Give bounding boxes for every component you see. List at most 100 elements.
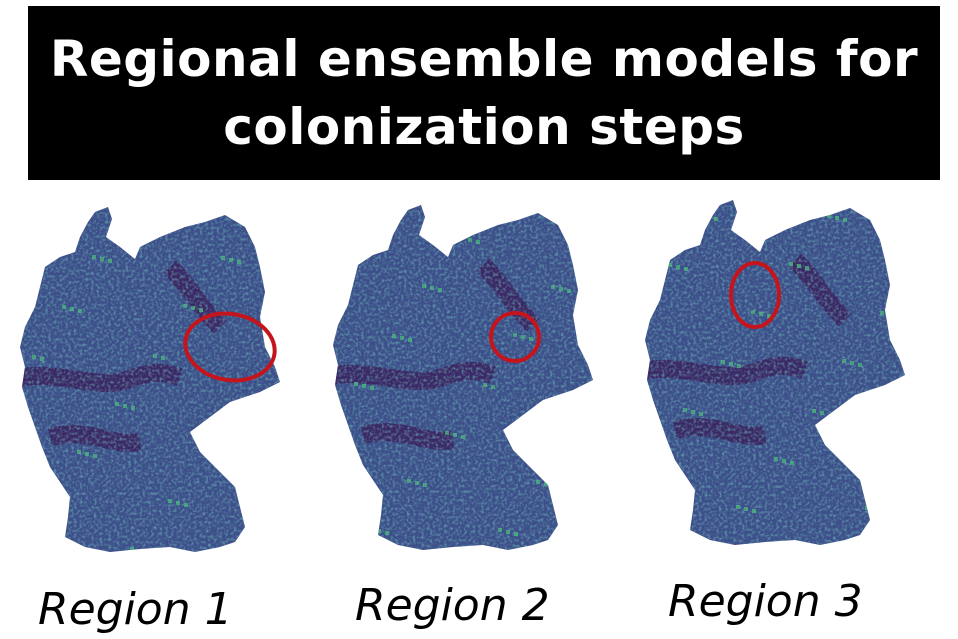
high-suitability-pixel: [55, 502, 59, 506]
high-suitability-pixel: [514, 532, 518, 536]
high-suitability-pixel: [199, 308, 203, 312]
high-suitability-pixel: [339, 237, 343, 241]
high-suitability-pixel: [858, 363, 862, 367]
high-suitability-pixel: [582, 434, 586, 438]
high-suitability-pixel: [895, 456, 899, 460]
high-suitability-pixel: [706, 215, 710, 219]
high-suitability-pixel: [506, 530, 510, 534]
high-suitability-pixel: [574, 432, 578, 436]
high-suitability-pixel: [559, 287, 563, 291]
high-suitability-pixel: [93, 454, 97, 458]
high-suitability-pixel: [355, 241, 359, 245]
high-suitability-pixel: [461, 435, 465, 439]
high-suitability-pixel: [896, 315, 900, 319]
high-suitability-pixel: [430, 286, 434, 290]
high-suitability-pixel: [684, 267, 688, 271]
high-suitability-pixel: [842, 359, 846, 363]
high-suitability-pixel: [445, 431, 449, 435]
high-suitability-pixel: [653, 458, 657, 462]
high-suitability-pixel: [676, 265, 680, 269]
high-suitability-pixel: [797, 264, 801, 268]
high-suitability-pixel: [370, 386, 374, 390]
high-suitability-pixel: [544, 482, 548, 486]
high-suitability-pixel: [567, 289, 571, 293]
high-suitability-pixel: [422, 284, 426, 288]
high-suitability-pixel: [237, 260, 241, 264]
high-suitability-pixel: [767, 314, 771, 318]
high-suitability-pixel: [691, 410, 695, 414]
high-suitability-pixel: [362, 384, 366, 388]
high-suitability-pixel: [835, 216, 839, 220]
high-suitability-pixel: [415, 481, 419, 485]
high-suitability-pixel: [70, 307, 74, 311]
high-suitability-pixel: [744, 507, 748, 511]
high-suitability-pixel: [32, 355, 36, 359]
high-suitability-pixel: [498, 528, 502, 532]
high-suitability-pixel: [521, 335, 525, 339]
high-suitability-pixel: [259, 548, 263, 552]
high-suitability-pixel: [873, 508, 877, 512]
high-suitability-pixel: [392, 334, 396, 338]
high-suitability-pixel: [85, 452, 89, 456]
high-suitability-pixel: [130, 547, 134, 551]
high-suitability-pixel: [354, 382, 358, 386]
high-suitability-pixel: [880, 311, 884, 315]
high-suitability-pixel: [721, 360, 725, 364]
high-suitability-pixel: [138, 549, 142, 552]
high-suitability-pixel: [236, 401, 240, 405]
high-suitability-pixel: [40, 357, 44, 361]
germany-map-region-1: [20, 207, 280, 552]
high-suitability-pixel: [737, 364, 741, 368]
high-suitability-pixel: [146, 551, 150, 552]
suitability-texture: [645, 200, 905, 545]
high-suitability-pixel: [377, 529, 381, 533]
highlight-ellipse-region-1: [183, 311, 277, 383]
high-suitability-pixel: [161, 356, 165, 360]
high-suitability-pixel: [183, 304, 187, 308]
high-suitability-pixel: [782, 459, 786, 463]
high-suitability-pixel: [790, 461, 794, 465]
high-suitability-pixel: [252, 405, 256, 409]
high-suitability-pixel: [453, 433, 457, 437]
high-suitability-pixel: [78, 309, 82, 313]
high-suitability-pixel: [843, 218, 847, 222]
high-suitability-pixel: [438, 288, 442, 292]
high-suitability-pixel: [123, 404, 127, 408]
high-suitability-pixel: [92, 255, 96, 259]
high-suitability-pixel: [176, 501, 180, 505]
high-suitability-pixel: [566, 430, 570, 434]
high-suitability-pixel: [698, 213, 702, 217]
region-3-label: Region 3: [668, 576, 863, 627]
high-suitability-pixel: [460, 236, 464, 240]
high-suitability-pixel: [483, 383, 487, 387]
high-suitability-pixel: [468, 238, 472, 242]
high-suitability-pixel: [536, 480, 540, 484]
high-suitability-pixel: [752, 509, 756, 513]
high-suitability-pixel: [369, 527, 373, 531]
high-suitability-pixel: [805, 266, 809, 270]
highlight-ellipse-region-2: [489, 311, 541, 363]
high-suitability-pixel: [668, 263, 672, 267]
high-suitability-pixel: [62, 305, 66, 309]
germany-map-region-3: [645, 200, 905, 545]
high-suitability-pixel: [407, 479, 411, 483]
region-2-label: Region 2: [355, 580, 550, 631]
high-suitability-pixel: [168, 499, 172, 503]
high-suitability-pixel: [108, 259, 112, 263]
high-suitability-pixel: [400, 336, 404, 340]
region-1-label: Region 1: [38, 584, 233, 635]
high-suitability-pixel: [551, 285, 555, 289]
suitability-texture: [333, 205, 593, 550]
high-suitability-pixel: [408, 338, 412, 342]
high-suitability-pixel: [221, 256, 225, 260]
high-suitability-pixel: [39, 498, 43, 502]
high-suitability-pixel: [153, 354, 157, 358]
high-suitability-pixel: [47, 500, 51, 504]
high-suitability-pixel: [191, 306, 195, 310]
high-suitability-pixel: [100, 257, 104, 261]
high-suitability-pixel: [683, 408, 687, 412]
high-suitability-pixel: [827, 214, 831, 218]
high-suitability-pixel: [184, 503, 188, 507]
high-suitability-pixel: [865, 506, 869, 510]
high-suitability-pixel: [206, 451, 210, 455]
